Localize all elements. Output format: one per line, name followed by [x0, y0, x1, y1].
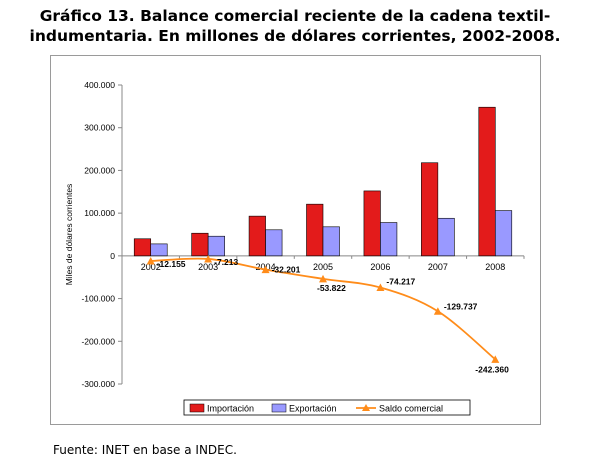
- saldo-data-label: -74.217: [386, 277, 415, 287]
- bar-exportacion: [150, 243, 168, 257]
- bar-importacion: [306, 203, 324, 257]
- bar-exportacion: [437, 217, 455, 257]
- legend-item-exportacion-label: Exportación: [289, 404, 337, 414]
- saldo-data-label: -12.155: [157, 259, 186, 269]
- saldo-marker: [146, 257, 155, 265]
- x-tick-label: 2005: [313, 262, 333, 272]
- y-tick-label: 300.000: [84, 123, 115, 133]
- x-tick-label: 2007: [428, 262, 448, 272]
- y-ticks: 400.000 300.000 200.000 100.000 0 -100.000 -20…: [81, 80, 525, 389]
- chart-title-line-1: Gráfico 13. Balance comercial reciente d…: [39, 7, 551, 25]
- x-tick-labels: 2002200320042005200620072008: [141, 262, 506, 272]
- saldo-marker: [261, 265, 270, 274]
- x-tick-label: 2003: [198, 262, 218, 272]
- legend-item-saldo-marker: [362, 404, 370, 411]
- y-tick-label: -200.000: [81, 336, 115, 346]
- chart-title: Gráfico 13. Balance comercial reciente d…: [0, 6, 590, 46]
- saldo-marker: [319, 274, 327, 283]
- bar-exportacion: [494, 210, 513, 257]
- legend-item-exportacion-swatch: [271, 403, 287, 413]
- bar-importacion: [363, 190, 381, 257]
- saldo-marker: [491, 355, 500, 363]
- bar-importacion: [133, 238, 152, 257]
- bar-importacion: [191, 232, 209, 257]
- legend: Importación Exportación Saldo comercial: [183, 399, 471, 416]
- x-tick-label: 2002: [141, 262, 161, 272]
- saldo-line-series: -12.155 -7.213 -32.201 -53.822 -74.217 -129.7…: [146, 254, 509, 374]
- saldo-data-label: -7.213: [214, 257, 238, 267]
- saldo-marker: [433, 307, 442, 315]
- legend-item-importacion-label: Importación: [207, 404, 254, 414]
- bar-importacion: [478, 106, 496, 257]
- saldo-data-label: -129.737: [444, 301, 478, 311]
- x-tick-label: 2006: [370, 262, 390, 272]
- x-tick-label: 2008: [485, 262, 505, 272]
- bar-exportacion: [265, 229, 283, 257]
- chart-frame: [50, 55, 541, 425]
- y-tick-label: -100.000: [81, 294, 115, 304]
- saldo-data-label: -242.360: [475, 364, 509, 374]
- saldo-marker: [376, 283, 385, 292]
- y-tick-label: -300.000: [81, 379, 115, 389]
- source-note: Fuente: INET en base a INDEC.: [53, 443, 237, 457]
- chart-title-line-2: indumentaria. En millones de dólares cor…: [29, 27, 561, 45]
- y-tick-label: 100.000: [84, 208, 115, 218]
- saldo-data-label: -53.822: [317, 283, 346, 293]
- y-tick-label: 400.000: [84, 80, 115, 90]
- y-tick-label: 200.000: [84, 165, 115, 175]
- bar-importacion: [421, 162, 439, 257]
- bar-exportacion: [380, 222, 398, 257]
- bars: [133, 106, 513, 257]
- legend-box: [183, 399, 471, 416]
- bar-exportacion: [207, 235, 225, 257]
- legend-item-saldo-label: Saldo comercial: [379, 404, 443, 414]
- saldo-data-label: -32.201: [272, 265, 301, 275]
- y-axis-label: Miles de dólares corrientes: [64, 184, 74, 286]
- y-tick-label: 0: [110, 251, 115, 261]
- bar-exportacion: [322, 226, 340, 257]
- legend-item-importacion-swatch: [189, 403, 205, 413]
- bar-importacion: [248, 215, 266, 257]
- saldo-marker: [204, 254, 213, 263]
